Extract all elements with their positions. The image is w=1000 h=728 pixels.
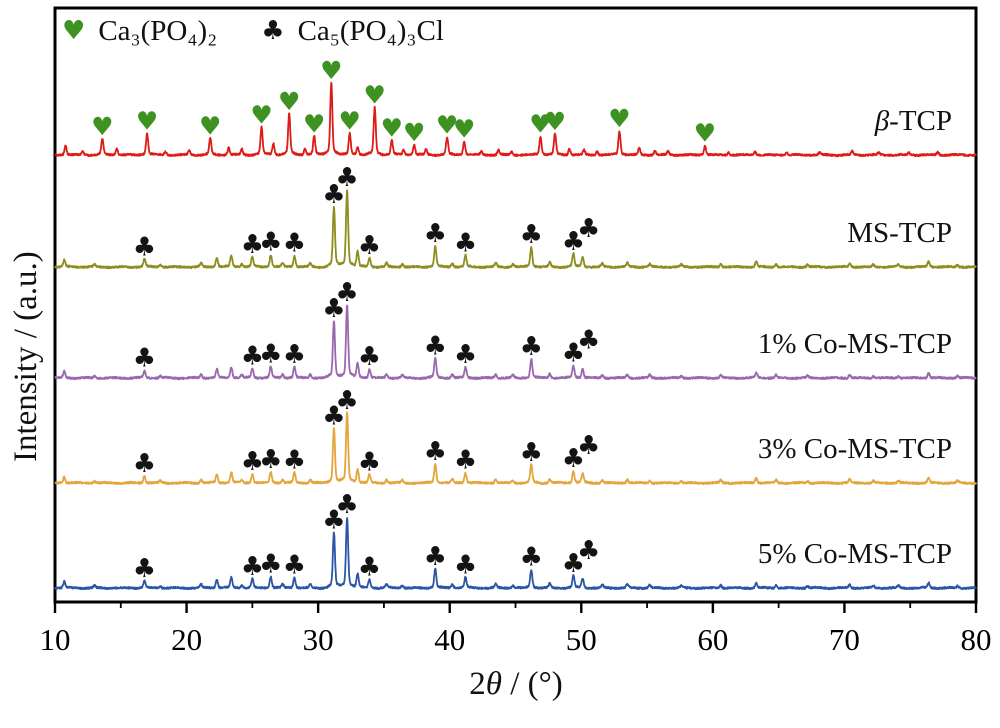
heart-peak-marker: ♥ bbox=[544, 107, 566, 136]
club-peak-marker: ♣ bbox=[259, 550, 282, 580]
club-peak-marker: ♣ bbox=[335, 490, 358, 520]
x-tick-label: 20 bbox=[171, 622, 202, 657]
club-peak-marker: ♣ bbox=[133, 344, 156, 374]
legend-label-ca5po43cl: Ca₅(PO₄)₃Cl bbox=[297, 15, 444, 47]
club-peak-marker: ♣ bbox=[520, 332, 543, 362]
x-tick-label: 50 bbox=[566, 622, 597, 657]
series-label-ms-tcp: MS-TCP bbox=[847, 217, 952, 249]
club-peak-marker: ♣ bbox=[562, 549, 585, 579]
club-peak-marker: ♣ bbox=[283, 340, 306, 370]
club-peak-marker: ♣ bbox=[322, 294, 345, 324]
legend-label-ca3po42: Ca₃(PO₄)₂ bbox=[98, 15, 218, 47]
x-tick-label: 80 bbox=[961, 622, 992, 657]
x-tick-label: 40 bbox=[434, 622, 465, 657]
legend-item-ca3po42: ♥ Ca₃(PO₄)₂ bbox=[62, 14, 217, 49]
series-label-5pct-co-ms-tcp: 5% Co-MS-TCP bbox=[757, 538, 952, 570]
club-peak-marker: ♣ bbox=[241, 447, 264, 477]
club-peak-marker: ♣ bbox=[454, 340, 477, 370]
club-icon: ♣ bbox=[261, 16, 285, 47]
club-peak-marker: ♣ bbox=[454, 446, 477, 476]
club-peak-marker: ♣ bbox=[259, 339, 282, 369]
heart-peak-marker: ♥ bbox=[91, 112, 113, 141]
heart-peak-marker: ♥ bbox=[303, 109, 325, 138]
x-axis-title-theta: θ bbox=[485, 666, 502, 702]
heart-peak-marker: ♥ bbox=[364, 80, 386, 109]
club-peak-marker: ♣ bbox=[241, 552, 264, 582]
x-tick-label: 10 bbox=[40, 622, 71, 657]
club-peak-marker: ♣ bbox=[259, 445, 282, 475]
y-axis-title-text: Intensity / (a.u.) bbox=[8, 251, 44, 462]
series-label-1pct-co-ms-tcp: 1% Co-MS-TCP bbox=[757, 328, 952, 360]
heart-peak-marker: ♥ bbox=[453, 114, 475, 143]
club-peak-marker: ♣ bbox=[358, 448, 381, 478]
heart-peak-marker: ♥ bbox=[436, 111, 458, 140]
series-curve-4 bbox=[54, 517, 977, 591]
club-peak-marker: ♣ bbox=[577, 214, 600, 244]
series-label-beta-tcp: β-TCP bbox=[874, 105, 952, 137]
club-peak-marker: ♣ bbox=[241, 230, 264, 260]
heart-icon: ♥ bbox=[62, 16, 86, 47]
club-peak-marker: ♣ bbox=[520, 220, 543, 250]
x-tick-label: 30 bbox=[303, 622, 334, 657]
club-peak-marker: ♣ bbox=[520, 543, 543, 573]
series-curve-1 bbox=[54, 189, 977, 270]
club-peak-marker: ♣ bbox=[322, 180, 345, 210]
club-peak-marker: ♣ bbox=[322, 401, 345, 431]
club-peak-marker: ♣ bbox=[322, 506, 345, 536]
series-label-3pct-co-ms-tcp: 3% Co-MS-TCP bbox=[757, 433, 952, 465]
club-peak-marker: ♣ bbox=[283, 228, 306, 258]
heart-peak-marker: ♥ bbox=[694, 119, 716, 148]
x-axis-title-pre: 2 bbox=[469, 666, 486, 702]
club-peak-marker: ♣ bbox=[133, 554, 156, 584]
club-peak-marker: ♣ bbox=[241, 342, 264, 372]
club-peak-marker: ♣ bbox=[562, 444, 585, 474]
heart-peak-marker: ♥ bbox=[250, 101, 272, 130]
heart-peak-marker: ♥ bbox=[278, 87, 300, 116]
club-peak-marker: ♣ bbox=[335, 386, 358, 416]
club-peak-marker: ♣ bbox=[562, 339, 585, 369]
legend: ♥ Ca₃(PO₄)₂ ♣ Ca₅(PO₄)₃Cl bbox=[62, 14, 444, 49]
series-curve-2 bbox=[54, 304, 977, 381]
club-peak-marker: ♣ bbox=[283, 446, 306, 476]
club-peak-marker: ♣ bbox=[424, 219, 447, 249]
x-axis-title: 2θ / (°) bbox=[469, 666, 563, 703]
club-peak-marker: ♣ bbox=[454, 550, 477, 580]
club-peak-marker: ♣ bbox=[259, 228, 282, 258]
club-peak-marker: ♣ bbox=[335, 163, 358, 193]
club-peak-marker: ♣ bbox=[358, 552, 381, 582]
club-peak-marker: ♣ bbox=[520, 438, 543, 468]
club-peak-marker: ♣ bbox=[133, 232, 156, 262]
club-peak-marker: ♣ bbox=[424, 542, 447, 572]
heart-peak-marker: ♥ bbox=[199, 111, 221, 140]
series-curve-0 bbox=[54, 81, 977, 158]
x-tick-label: 60 bbox=[697, 622, 728, 657]
x-axis-title-post: / (°) bbox=[501, 666, 563, 702]
club-peak-marker: ♣ bbox=[577, 536, 600, 566]
heart-peak-marker: ♥ bbox=[320, 56, 342, 85]
plot-frame bbox=[53, 6, 978, 604]
heart-peak-marker: ♥ bbox=[608, 104, 630, 133]
y-axis-title: Intensity / (a.u.) bbox=[8, 251, 45, 462]
heart-peak-marker: ♥ bbox=[381, 114, 403, 143]
heart-peak-marker: ♥ bbox=[136, 106, 158, 135]
club-peak-marker: ♣ bbox=[424, 331, 447, 361]
heart-peak-marker: ♥ bbox=[403, 118, 425, 147]
club-peak-marker: ♣ bbox=[424, 437, 447, 467]
series-curve-3 bbox=[54, 411, 977, 486]
club-peak-marker: ♣ bbox=[454, 228, 477, 258]
club-peak-marker: ♣ bbox=[358, 231, 381, 261]
x-tick-label: 70 bbox=[829, 622, 860, 657]
club-peak-marker: ♣ bbox=[577, 326, 600, 356]
club-peak-marker: ♣ bbox=[358, 342, 381, 372]
heart-peak-marker: ♥ bbox=[529, 109, 551, 138]
club-peak-marker: ♣ bbox=[283, 550, 306, 580]
club-peak-marker: ♣ bbox=[577, 431, 600, 461]
club-peak-marker: ♣ bbox=[335, 278, 358, 308]
heart-peak-marker: ♥ bbox=[339, 106, 361, 135]
legend-item-ca5po43cl: ♣ Ca₅(PO₄)₃Cl bbox=[261, 14, 444, 49]
club-peak-marker: ♣ bbox=[133, 449, 156, 479]
club-peak-marker: ♣ bbox=[562, 227, 585, 257]
